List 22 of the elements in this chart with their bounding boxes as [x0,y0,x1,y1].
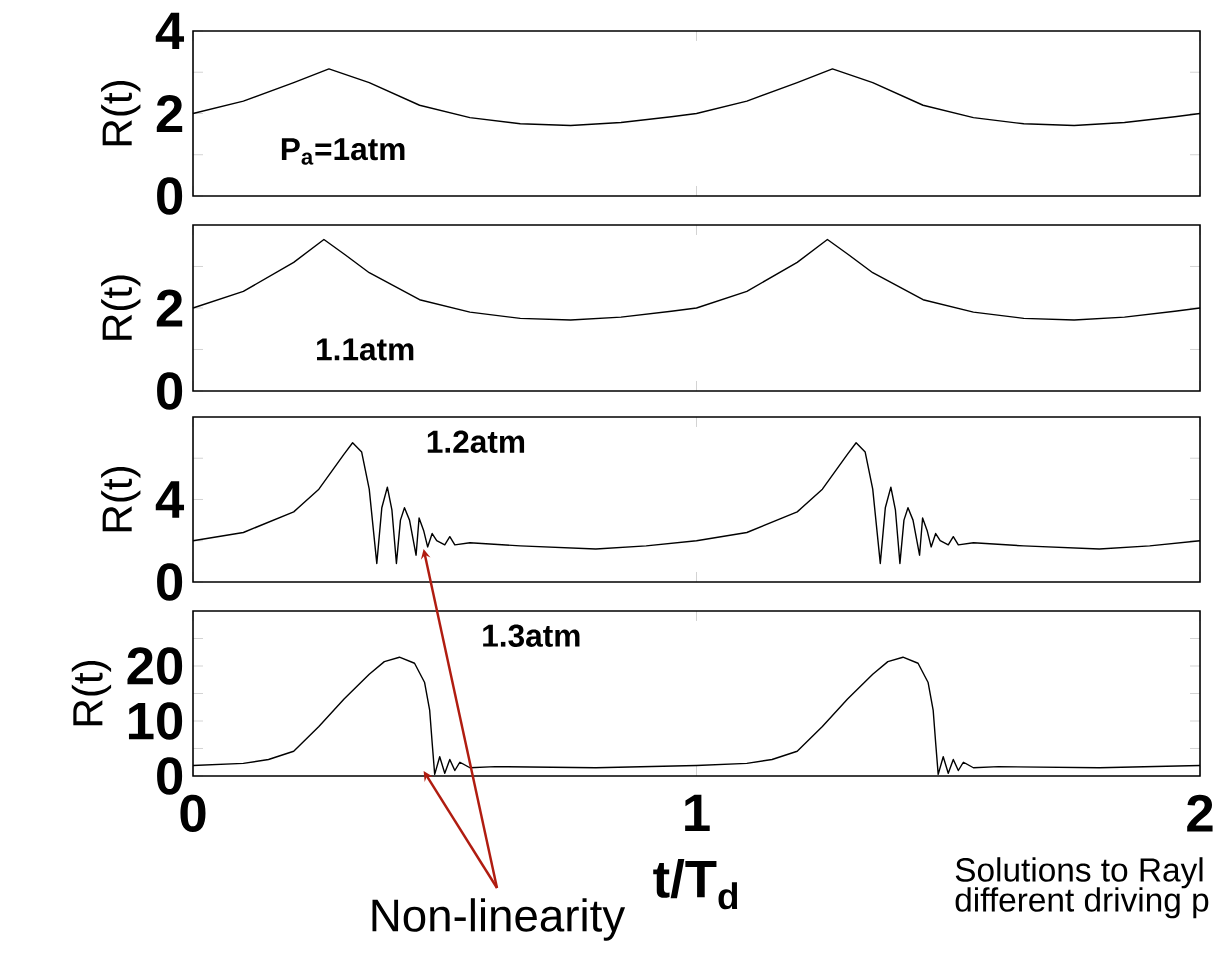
y-tick-label: 4 [155,12,185,50]
y-axis-title: R(t) [101,275,141,340]
y-tick-label: 20 [127,647,183,685]
y-axis-title: R(t) [71,660,112,726]
y-axis-title: R(t) [101,80,141,146]
y-tick-label: 0 [157,563,183,601]
annotation: P$_{a}$=1atm [281,138,405,165]
y-tick-label: 10 [128,702,183,740]
x-axis-title: t/T$_{d}$ [653,859,738,910]
y-axis-title: R(t) [101,466,141,532]
annotation: 1.3atm [483,624,580,647]
y-tick-label: 2 [156,289,183,327]
y-tick-label: 2 [156,95,183,132]
y-tick-label: 0 [157,757,183,795]
annotation: 1.2atm [427,430,525,453]
y-tick-label: 4 [155,481,185,518]
x-tick-label: 2 [1187,794,1213,832]
annotation: 1.1atm [317,338,414,361]
annotation: Non-linearity [372,898,626,941]
y-tick-label: 0 [157,177,183,215]
y-tick-label: 0 [157,372,183,410]
x-tick-label: 1 [685,794,710,831]
